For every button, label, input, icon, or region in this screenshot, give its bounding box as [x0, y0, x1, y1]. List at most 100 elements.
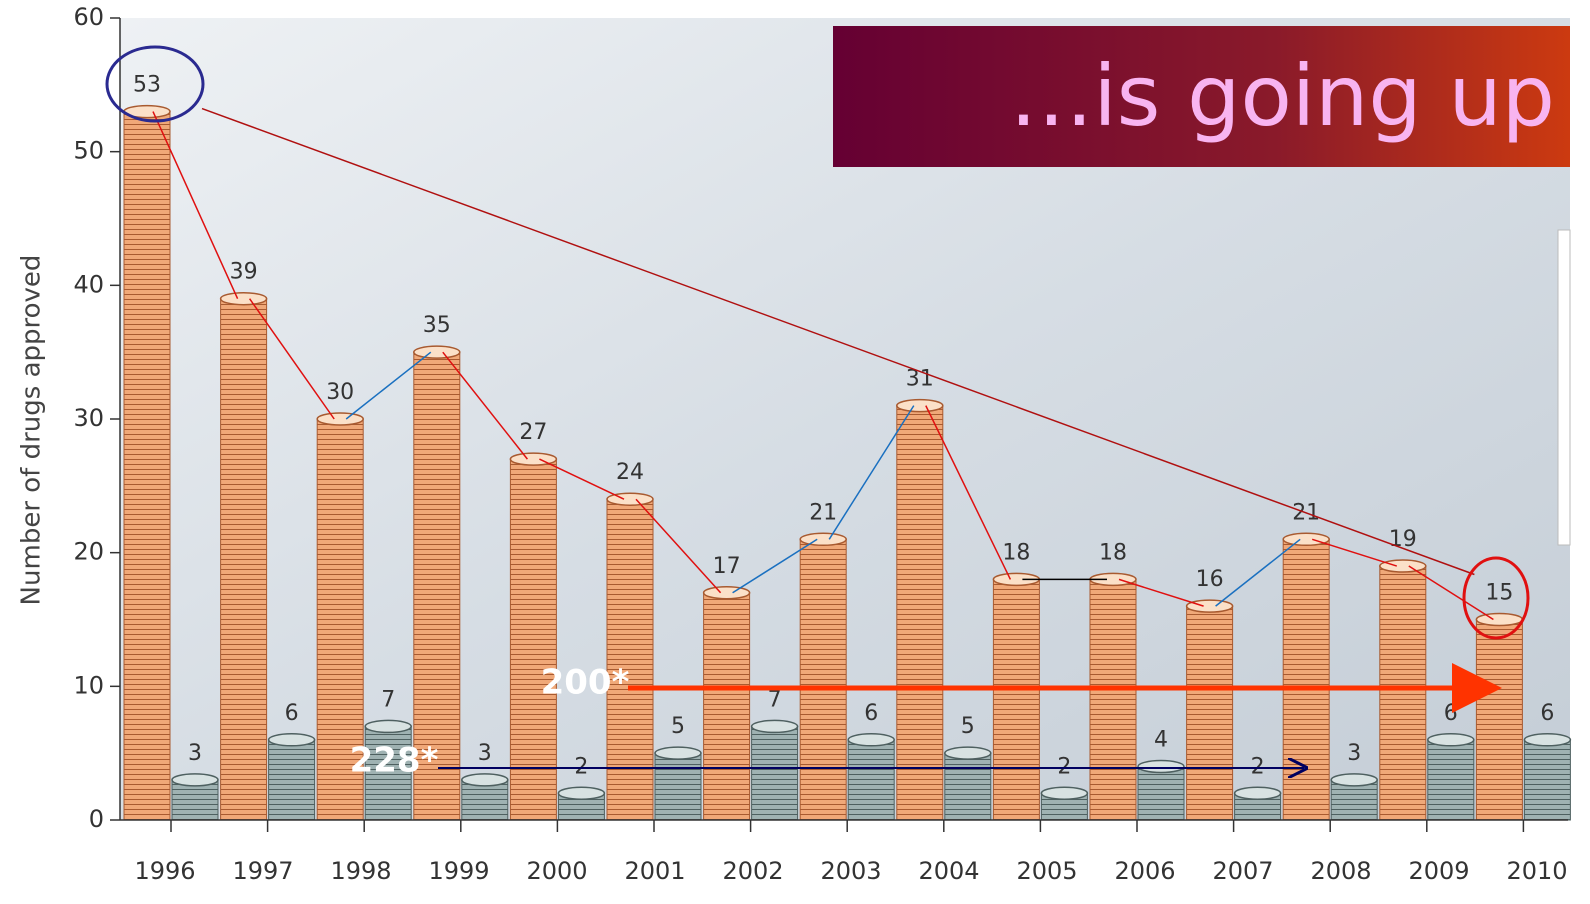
bar-top [171, 773, 219, 787]
y-tick-label: 50 [73, 137, 104, 165]
x-tick-label: 2007 [1212, 857, 1273, 885]
bar-top [1233, 786, 1282, 801]
bar-top [461, 773, 509, 787]
x-tick-label: 2001 [624, 857, 685, 885]
bar [1330, 773, 1378, 821]
bar-body [316, 418, 364, 821]
bar-top [750, 719, 799, 734]
trend-segment [635, 498, 722, 594]
bar [1523, 733, 1572, 821]
bar [944, 746, 992, 821]
side-panel [1557, 229, 1571, 546]
value-label: 2 [1251, 754, 1265, 779]
overall-trend [201, 107, 1475, 576]
bar-body [1427, 739, 1475, 821]
trend-segment [925, 405, 1012, 580]
trend-segment [1311, 538, 1398, 567]
bar [1089, 572, 1137, 821]
bar-body [944, 752, 992, 821]
bar-top [896, 398, 944, 413]
bar-top [1427, 733, 1475, 747]
value-label: 6 [285, 701, 299, 726]
bar [1282, 532, 1330, 821]
chart-title: …is going up [1009, 47, 1555, 145]
value-label: 2 [574, 754, 588, 779]
bar-body [1379, 565, 1427, 821]
value-label: 7 [768, 687, 782, 712]
bar [123, 104, 171, 821]
bar-top [413, 345, 461, 359]
x-tick-label: 1997 [232, 857, 293, 885]
bar-top [1185, 599, 1234, 613]
y-tick-label: 0 [89, 805, 104, 833]
trend-segment [1215, 538, 1301, 607]
bar [316, 412, 364, 821]
bar-body [268, 739, 316, 821]
bar [654, 746, 702, 821]
bar-body [509, 458, 557, 821]
bar-top [1040, 786, 1089, 801]
value-label: 30 [326, 380, 354, 405]
bar [1040, 786, 1089, 821]
bar-top [944, 746, 992, 760]
bar-body [751, 725, 799, 821]
y-tick-label: 10 [73, 671, 104, 699]
y-tick-label: 30 [73, 404, 104, 432]
bar-top [847, 733, 895, 747]
value-label: 53 [133, 73, 161, 98]
bar [461, 773, 509, 821]
bar-top [219, 291, 268, 306]
x-tick-label: 2008 [1310, 857, 1371, 885]
x-tick-label: 2010 [1506, 857, 1567, 885]
bar [219, 291, 268, 821]
bar [847, 733, 895, 821]
plot: 0102030405060533930352724172131181816211… [73, 3, 1572, 885]
value-label: 2 [1057, 754, 1071, 779]
bar [799, 532, 847, 821]
value-label: 5 [671, 714, 685, 739]
bar-top [1137, 759, 1185, 774]
x-tick-label: 2000 [526, 857, 587, 885]
bar [896, 398, 944, 821]
trend-segment [1118, 578, 1204, 607]
bar-body [654, 752, 702, 821]
bar-top [1282, 532, 1330, 547]
x-tick-label: 1996 [134, 857, 195, 885]
x-tick-label: 2002 [722, 857, 783, 885]
x-tick-label: 2005 [1016, 857, 1077, 885]
x-tick-label: 2003 [820, 857, 881, 885]
trend-segment [828, 405, 915, 540]
bar [509, 452, 558, 821]
bar-top [702, 586, 751, 600]
title-banner [833, 26, 1570, 167]
bar [267, 733, 316, 821]
bar-body [703, 592, 751, 821]
trend-segment [345, 351, 432, 420]
bar [171, 773, 219, 821]
bar-body [799, 538, 847, 821]
value-label: 24 [616, 460, 644, 485]
trend-segment [152, 111, 239, 300]
value-label: 6 [1540, 701, 1554, 726]
bar-top [557, 786, 606, 801]
bar [606, 492, 654, 821]
bar-top [1330, 773, 1378, 787]
x-tick-label: 1999 [428, 857, 489, 885]
value-label: 35 [423, 313, 451, 338]
value-label: 39 [230, 260, 258, 285]
x-tick-label: 2009 [1408, 857, 1469, 885]
value-label: 4 [1154, 728, 1168, 753]
value-label: 31 [906, 367, 934, 392]
bar-top [267, 733, 316, 747]
value-label: 3 [478, 741, 492, 766]
y-tick-label: 40 [73, 270, 104, 298]
highlight-circle [105, 45, 205, 123]
bar [1427, 733, 1475, 821]
annotation: 228* [350, 741, 439, 781]
value-label: 7 [381, 687, 395, 712]
y-tick-label: 60 [73, 3, 104, 31]
bar [557, 786, 606, 821]
bar-body [1282, 538, 1330, 821]
bar-body [606, 498, 654, 821]
